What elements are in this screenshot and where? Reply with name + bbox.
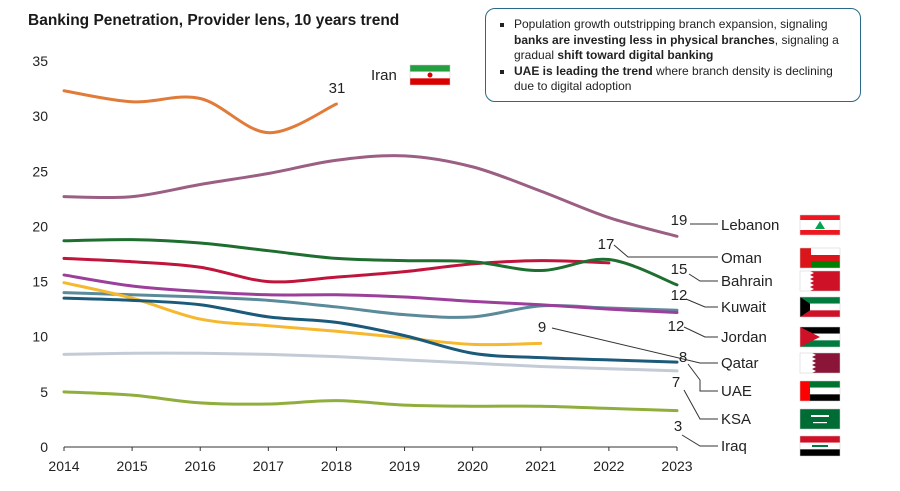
x-tick-label: 2018 — [321, 458, 352, 474]
callout-bullet-2: UAE is leading the trend where branch de… — [514, 64, 848, 95]
bahrain-flag — [799, 270, 841, 292]
x-tick-label: 2021 — [525, 458, 556, 474]
value-label-ksa: 7 — [672, 374, 680, 391]
y-tick-label: 15 — [32, 274, 48, 290]
value-label-kuwait: 12 — [671, 287, 688, 304]
value-label-oman: 17 — [598, 236, 615, 253]
series-line-uae — [62, 296, 679, 364]
iraq-flag — [799, 435, 841, 457]
connector-ksa — [683, 389, 718, 420]
x-tick-label: 2016 — [185, 458, 216, 474]
legend-label-uae: UAE — [721, 383, 752, 400]
value-label-qatar: 9 — [538, 319, 546, 336]
series-line-bahrain — [62, 256, 611, 284]
connector-qatar — [551, 327, 718, 364]
connector-bahrain — [688, 273, 718, 282]
legend-label-kuwait: Kuwait — [721, 299, 767, 316]
legend-label-oman: Oman — [721, 250, 762, 267]
uae-flag — [799, 380, 841, 402]
value-label-uae: 8 — [679, 349, 687, 366]
y-tick-label: 25 — [32, 163, 48, 179]
kuwait-flag — [799, 296, 841, 318]
value-label-iran: 31 — [329, 80, 346, 97]
x-tick-label: 2014 — [48, 458, 79, 474]
qatar-flag — [799, 352, 841, 374]
x-tick-label: 2017 — [253, 458, 284, 474]
connector-jordan — [683, 326, 718, 338]
series-line-iraq — [62, 390, 679, 413]
series-line-kuwait — [62, 273, 679, 314]
iran-flag — [409, 64, 451, 86]
y-tick-label: 5 — [40, 384, 48, 400]
x-tick-label: 2015 — [117, 458, 148, 474]
connector-oman — [613, 244, 718, 258]
y-tick-label: 35 — [32, 53, 48, 69]
connector-iraq — [681, 434, 718, 447]
legend-label-lebanon: Lebanon — [721, 217, 779, 234]
value-label-bahrain: 15 — [671, 261, 688, 278]
x-tick-label: 2020 — [457, 458, 488, 474]
ksa-flag — [799, 408, 841, 430]
x-tick-label: 2022 — [593, 458, 624, 474]
legend-label-iraq: Iraq — [721, 438, 747, 455]
jordan-flag — [799, 326, 841, 348]
legend-label-jordan: Jordan — [721, 329, 767, 346]
insight-callout: Population growth outstripping branch ex… — [485, 8, 861, 102]
legend-label-iran: Iran — [371, 67, 397, 84]
oman-flag — [799, 247, 841, 269]
legend-label-qatar: Qatar — [721, 355, 759, 372]
value-label-jordan: 12 — [668, 318, 685, 335]
series-line-lebanon — [62, 154, 679, 238]
series-line-oman — [62, 238, 679, 287]
value-label-iraq: 3 — [674, 418, 682, 435]
chart-title: Banking Penetration, Provider lens, 10 y… — [28, 12, 400, 29]
series-line-iran — [62, 89, 338, 135]
y-tick-label: 0 — [40, 439, 48, 455]
y-tick-label: 30 — [32, 108, 48, 124]
connector-uae — [687, 363, 718, 392]
y-tick-label: 20 — [32, 218, 48, 234]
legend-label-bahrain: Bahrain — [721, 273, 773, 290]
series-line-qatar — [62, 281, 543, 347]
series-line-ksa — [62, 351, 679, 373]
callout-bullet-1: Population growth outstripping branch ex… — [514, 17, 848, 64]
x-tick-label: 2019 — [389, 458, 420, 474]
lebanon-flag — [799, 214, 841, 236]
y-tick-label: 10 — [32, 329, 48, 345]
x-tick-label: 2023 — [661, 458, 692, 474]
value-label-lebanon: 19 — [671, 212, 688, 229]
legend-label-ksa: KSA — [721, 411, 751, 428]
connector-kuwait — [685, 298, 718, 308]
